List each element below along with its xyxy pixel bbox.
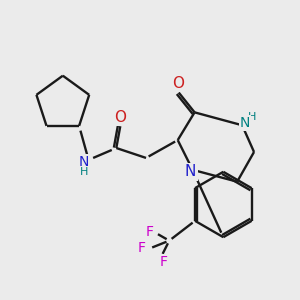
Text: N: N [185,164,196,179]
Text: N: N [240,116,250,130]
Text: F: F [146,225,153,239]
Text: N: N [78,155,89,169]
Text: F: F [159,255,167,269]
Text: H: H [248,112,256,122]
Text: H: H [80,167,88,177]
Text: O: O [114,110,126,125]
Text: O: O [172,76,184,91]
Text: F: F [137,241,146,255]
